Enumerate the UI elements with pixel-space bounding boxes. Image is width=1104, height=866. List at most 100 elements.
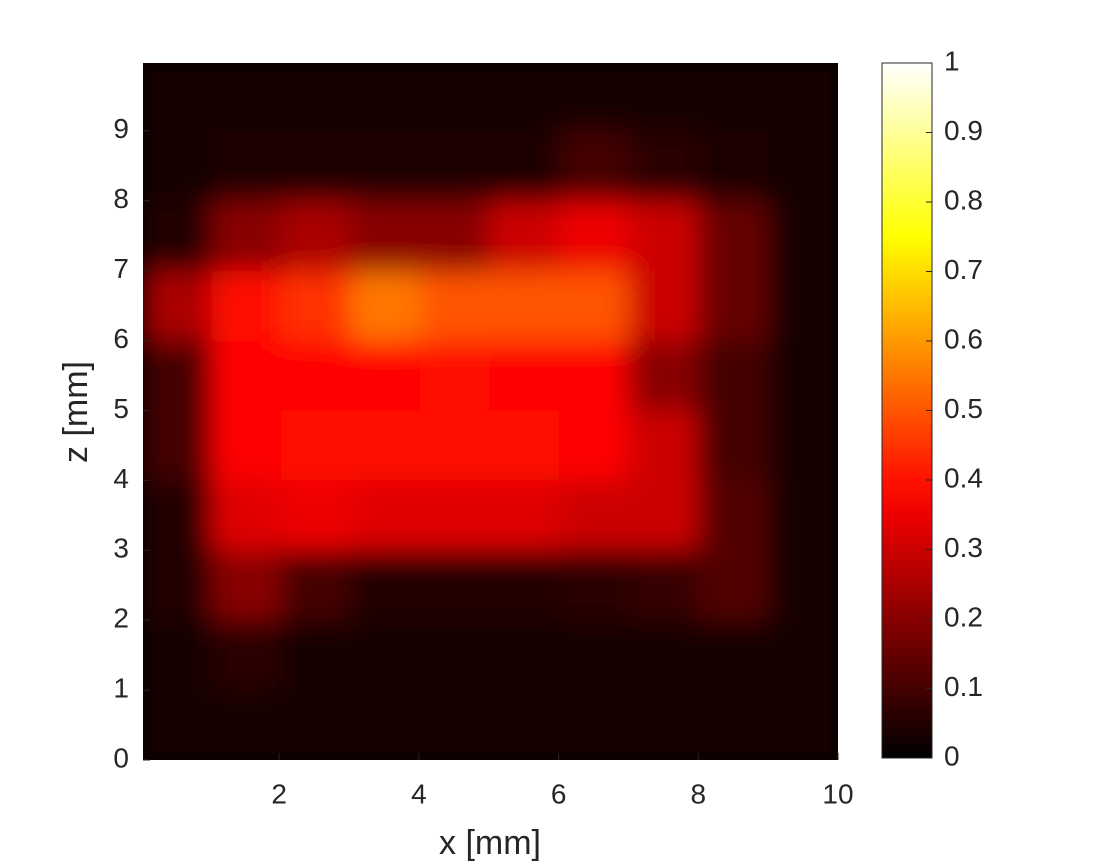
y-tick-label: 8 xyxy=(113,183,129,214)
heatmap-cell xyxy=(143,549,214,622)
heatmap-cell xyxy=(281,271,353,343)
heatmap-cell xyxy=(489,131,561,204)
colorbar xyxy=(881,62,933,759)
heatmap-cell xyxy=(211,131,283,204)
heatmap-cell xyxy=(489,689,561,760)
heatmap-cell xyxy=(420,340,492,413)
heatmap-cell xyxy=(489,201,561,274)
heatmap-cell xyxy=(767,63,838,134)
colorbar-tick-label: 0.4 xyxy=(944,462,983,493)
heatmap-cell xyxy=(211,201,283,274)
heatmap-cell xyxy=(281,131,353,204)
heatmap-cell xyxy=(628,689,700,760)
heatmap-cell xyxy=(143,410,214,483)
heatmap-cell xyxy=(489,480,561,552)
heatmap-cell xyxy=(698,340,770,413)
heatmap-cell xyxy=(281,340,353,413)
heatmap-cell xyxy=(559,63,631,134)
colorbar-tick-label: 0.9 xyxy=(944,115,983,146)
x-tick-label: 8 xyxy=(691,778,707,809)
heatmap-cell xyxy=(281,549,353,622)
heatmap-cell xyxy=(628,340,700,413)
heatmap-cell xyxy=(420,619,492,692)
heatmap-cell xyxy=(698,689,770,760)
x-tick-label: 10 xyxy=(822,778,853,809)
heatmap-cell xyxy=(211,340,283,413)
heatmap-cell xyxy=(420,480,492,552)
heatmap-cell xyxy=(628,63,700,134)
heatmap-cell xyxy=(350,271,422,343)
heatmap-cell xyxy=(211,271,283,343)
colorbar-tick-label: 0.8 xyxy=(944,184,983,215)
heatmap-cell xyxy=(489,340,561,413)
heatmap-cell xyxy=(767,271,838,343)
heatmap-cell xyxy=(143,201,214,274)
x-tick-label: 6 xyxy=(551,778,567,809)
heatmap-cell xyxy=(420,689,492,760)
heatmap-cell xyxy=(628,410,700,483)
y-tick-label: 7 xyxy=(113,253,129,284)
heatmap-cell xyxy=(420,201,492,274)
colorbar-tick-label: 0.6 xyxy=(944,323,983,354)
x-axis-label: x [mm] xyxy=(439,824,541,862)
heatmap-cell xyxy=(698,410,770,483)
colorbar-tick-label: 0.3 xyxy=(944,532,983,563)
heatmap-cell xyxy=(350,619,422,692)
heatmap-cell xyxy=(143,63,214,134)
heatmap-cell xyxy=(281,480,353,552)
heatmap-cell xyxy=(767,410,838,483)
heatmap-cell xyxy=(698,271,770,343)
heatmap-cell xyxy=(211,619,283,692)
heatmap-cell xyxy=(628,619,700,692)
heatmap-cell xyxy=(211,689,283,760)
heatmap-cell xyxy=(143,480,214,552)
heatmap-cell xyxy=(281,63,353,134)
heatmap-cell xyxy=(281,410,353,483)
y-tick-label: 3 xyxy=(113,533,129,564)
heatmap-cell xyxy=(350,689,422,760)
heatmap-cell xyxy=(767,619,838,692)
x-tick-label: 4 xyxy=(411,778,427,809)
heatmap-cell xyxy=(420,410,492,483)
heatmap-cell xyxy=(767,549,838,622)
heatmap-cell xyxy=(767,689,838,760)
heatmap-cell xyxy=(628,271,700,343)
y-tick-label: 2 xyxy=(113,603,129,634)
heatmap-cell xyxy=(559,201,631,274)
y-tick-label: 1 xyxy=(113,672,129,703)
y-tick-label: 6 xyxy=(113,323,129,354)
x-tick-label: 2 xyxy=(271,778,287,809)
heatmap xyxy=(143,63,838,760)
heatmap-cell xyxy=(698,549,770,622)
heatmap-cell xyxy=(350,63,422,134)
heatmap-cell xyxy=(559,619,631,692)
heatmap-cell xyxy=(628,131,700,204)
heatmap-cell xyxy=(559,131,631,204)
y-tick-label: 4 xyxy=(113,463,129,494)
heatmap-cell xyxy=(559,480,631,552)
heatmap-cell xyxy=(698,63,770,134)
heatmap-cell xyxy=(420,549,492,622)
heatmap-cell xyxy=(559,410,631,483)
heatmap-cell xyxy=(698,619,770,692)
heatmap-cell xyxy=(350,410,422,483)
heatmap-cell xyxy=(350,340,422,413)
colorbar-tick-label: 1 xyxy=(944,45,960,76)
heatmap-cell xyxy=(143,131,214,204)
heatmap-cell xyxy=(350,480,422,552)
heatmap-cell xyxy=(211,549,283,622)
y-tick-label: 0 xyxy=(113,742,129,773)
heatmap-cell xyxy=(767,340,838,413)
heatmap-cell xyxy=(698,131,770,204)
heatmap-cell xyxy=(767,201,838,274)
heatmap-cell xyxy=(559,689,631,760)
heatmap-cell xyxy=(628,480,700,552)
colorbar-tick-label: 0.1 xyxy=(944,671,983,702)
heatmap-cell xyxy=(489,63,561,134)
heatmap-cell xyxy=(281,689,353,760)
heatmap-cell xyxy=(211,410,283,483)
heatmap-cell xyxy=(143,271,214,343)
heatmap-cell xyxy=(559,340,631,413)
heatmap-cell xyxy=(767,480,838,552)
colorbar-tick-label: 0 xyxy=(944,740,960,771)
